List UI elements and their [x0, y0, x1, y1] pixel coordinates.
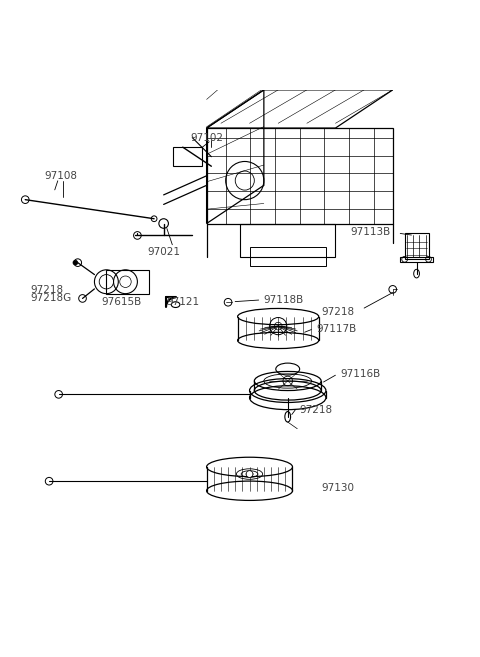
Circle shape [246, 470, 253, 478]
Text: 97021: 97021 [147, 247, 180, 257]
Text: 97113B: 97113B [350, 227, 390, 237]
Text: 97108: 97108 [44, 171, 77, 181]
Bar [400, 257, 433, 261]
Text: 97218: 97218 [322, 307, 355, 317]
Bar [250, 248, 326, 267]
Text: 97118B: 97118B [264, 295, 304, 305]
Text: 97117B: 97117B [316, 323, 357, 334]
Text: 97218: 97218 [30, 285, 63, 296]
Text: 97615B: 97615B [102, 297, 142, 307]
Bar [405, 233, 429, 260]
Circle shape [73, 260, 78, 265]
Bar [240, 223, 336, 257]
Bar [107, 270, 149, 294]
Text: 97218: 97218 [300, 405, 333, 415]
Text: 97116B: 97116B [340, 369, 381, 379]
Text: 97102: 97102 [190, 133, 223, 143]
Text: 97130: 97130 [321, 484, 354, 493]
Text: 97121: 97121 [166, 297, 199, 307]
Bar [173, 147, 202, 166]
Text: 97218G: 97218G [30, 293, 71, 303]
